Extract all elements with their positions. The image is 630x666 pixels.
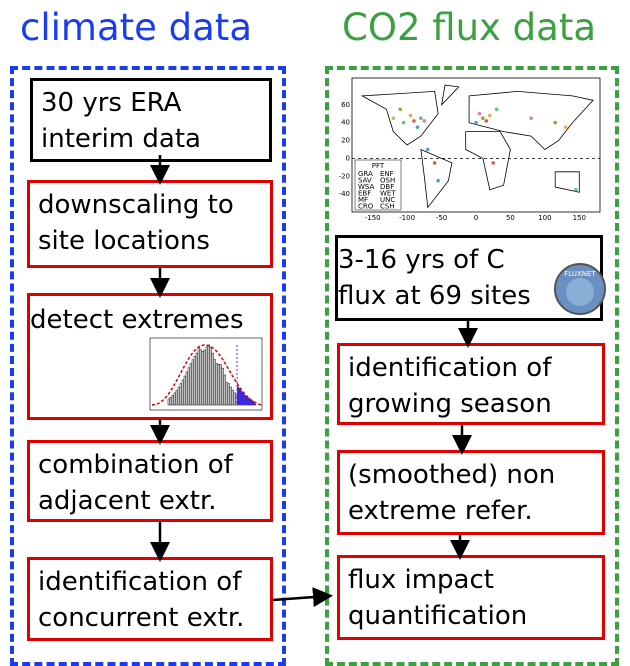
step-text: extreme refer. [348,496,533,526]
step-text: concurrent extr. [38,603,245,633]
step-text: flux impact [348,565,494,595]
step-text: adjacent extr. [38,486,217,516]
step-text: flux at 69 sites [338,281,531,311]
step-box: detect extremes [27,293,273,420]
step-box: identification of concurrent extr. [27,557,273,641]
step-text: identification of [38,567,242,597]
step-box: 30 yrs ERA interim data [30,78,272,162]
step-text: 30 yrs ERA [41,88,182,118]
column-title: climate data [20,6,252,49]
step-text: interim data [41,124,201,154]
column-title: CO2 flux data [342,6,597,49]
step-text: growing season [348,389,552,419]
step-box: identification of growing season [337,343,605,425]
step-box: flux impact quantification [337,555,605,640]
step-text: downscaling to [38,190,234,220]
step-text: (smoothed) non [348,460,556,490]
step-box: 3-16 yrs of C flux at 69 sites [335,235,603,321]
step-text: quantification [348,601,528,631]
step-text: 3-16 yrs of C [338,245,505,275]
step-text: identification of [348,353,552,383]
step-text: site locations [38,226,210,256]
step-box: (smoothed) non extreme refer. [337,450,605,535]
step-box: downscaling to site locations [27,180,273,268]
step-box: combination of adjacent extr. [27,440,273,522]
step-text: combination of [38,450,233,480]
step-text: detect extremes [30,305,244,335]
